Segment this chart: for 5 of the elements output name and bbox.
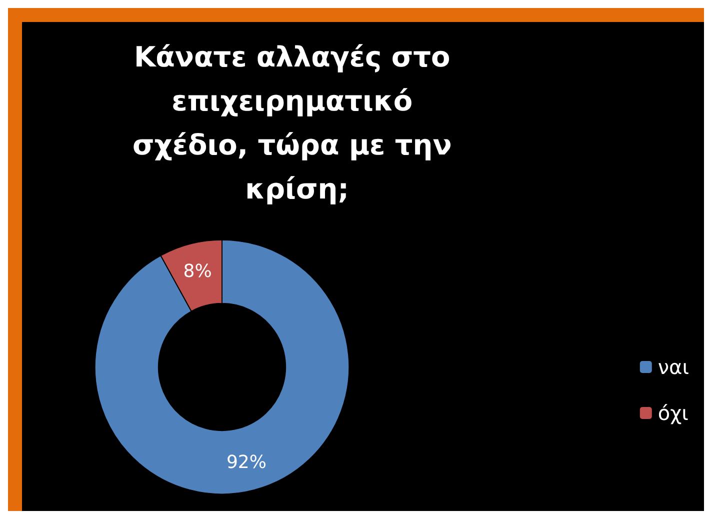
- data-label: 92%: [226, 452, 266, 473]
- chart-title: Κάνατε αλλαγές στο επιχειρηματικό σχέδιο, τώρα με την κρίση;: [132, 40, 462, 206]
- data-label: 8%: [183, 261, 212, 282]
- legend-label: όχι: [658, 401, 689, 425]
- legend-label: ναι: [658, 355, 690, 379]
